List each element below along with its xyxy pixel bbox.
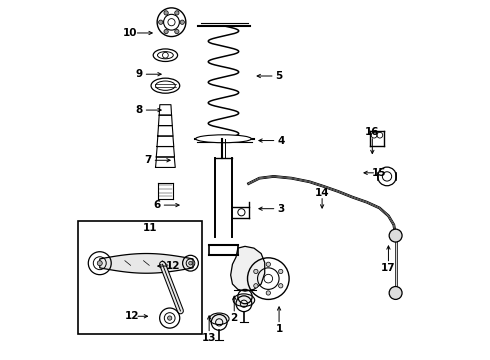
Circle shape — [175, 30, 179, 34]
Polygon shape — [231, 246, 265, 291]
Ellipse shape — [153, 49, 177, 62]
Text: 8: 8 — [136, 105, 143, 115]
Ellipse shape — [233, 294, 255, 306]
Ellipse shape — [196, 135, 251, 143]
Text: 15: 15 — [372, 168, 387, 178]
Text: 4: 4 — [277, 136, 285, 145]
Text: 16: 16 — [365, 127, 380, 136]
Circle shape — [254, 269, 258, 274]
Text: 6: 6 — [153, 200, 161, 210]
Circle shape — [189, 261, 192, 265]
Circle shape — [180, 20, 184, 24]
Circle shape — [159, 20, 163, 24]
Circle shape — [279, 284, 283, 288]
Text: 7: 7 — [145, 155, 152, 165]
Circle shape — [175, 11, 179, 15]
Circle shape — [266, 262, 270, 266]
Bar — [78, 221, 202, 334]
Circle shape — [164, 30, 168, 34]
Ellipse shape — [155, 81, 175, 90]
Ellipse shape — [157, 51, 173, 59]
Text: 2: 2 — [231, 313, 238, 323]
Ellipse shape — [151, 78, 180, 93]
Text: 5: 5 — [275, 71, 283, 81]
Text: 12: 12 — [166, 261, 180, 271]
Circle shape — [389, 229, 402, 242]
Text: 13: 13 — [202, 333, 217, 343]
Circle shape — [266, 291, 270, 295]
Ellipse shape — [209, 313, 229, 324]
Text: 9: 9 — [136, 69, 143, 79]
Text: 14: 14 — [315, 188, 329, 198]
Polygon shape — [100, 253, 193, 273]
Circle shape — [97, 261, 102, 266]
Circle shape — [254, 284, 258, 288]
Text: 10: 10 — [123, 28, 138, 38]
Text: 11: 11 — [143, 224, 157, 233]
Text: 17: 17 — [381, 263, 396, 273]
Text: 12: 12 — [125, 311, 139, 321]
Circle shape — [389, 287, 402, 300]
Circle shape — [164, 11, 168, 15]
Circle shape — [168, 316, 172, 320]
Circle shape — [279, 269, 283, 274]
Text: 1: 1 — [275, 324, 283, 334]
Text: 3: 3 — [277, 204, 285, 214]
